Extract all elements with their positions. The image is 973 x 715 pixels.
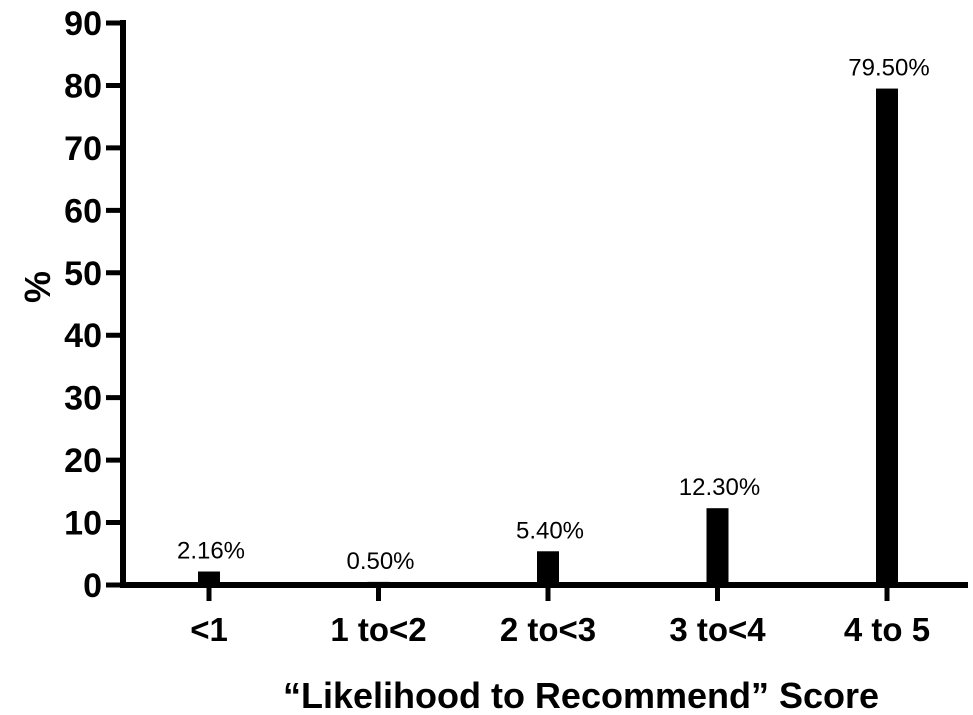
bar — [706, 508, 729, 585]
category-label: 4 to 5 — [844, 611, 930, 648]
bar — [876, 88, 898, 586]
category-label: 3 to<4 — [669, 611, 766, 648]
y-tick-label: 60 — [64, 192, 102, 230]
category-label: 1 to<2 — [330, 611, 426, 648]
data-labels: 2.16% 0.50% 5.40% 12.30% 79.50% — [177, 55, 930, 575]
y-tick-label: 90 — [64, 5, 102, 43]
bars — [198, 88, 898, 586]
y-tick-label: 80 — [64, 67, 102, 105]
bar — [537, 551, 559, 585]
bar — [198, 571, 220, 585]
data-label: 12.30% — [679, 474, 760, 501]
data-label: 79.50% — [848, 55, 929, 82]
y-tick-label: 20 — [64, 442, 102, 480]
category-label: <1 — [190, 611, 228, 648]
y-tick-label: 50 — [64, 255, 102, 293]
data-label: 5.40% — [516, 517, 584, 544]
y-tick-label: 10 — [64, 505, 102, 543]
y-tick-label: 0 — [83, 567, 102, 605]
data-label: 2.16% — [177, 538, 245, 565]
y-axis-tick-labels: 0 10 20 30 40 50 60 70 80 90 — [64, 5, 102, 605]
y-tick-label: 30 — [64, 380, 102, 418]
y-tick-label: 40 — [64, 317, 102, 355]
data-label: 0.50% — [346, 548, 414, 575]
x-axis-category-labels: <1 1 to<2 2 to<3 3 to<4 4 to 5 — [190, 611, 930, 648]
y-axis-title: % — [17, 271, 58, 303]
x-axis-title: “Likelihood to Recommend” Score — [283, 675, 879, 715]
category-label: 2 to<3 — [500, 611, 596, 648]
y-tick-label: 70 — [64, 130, 102, 168]
